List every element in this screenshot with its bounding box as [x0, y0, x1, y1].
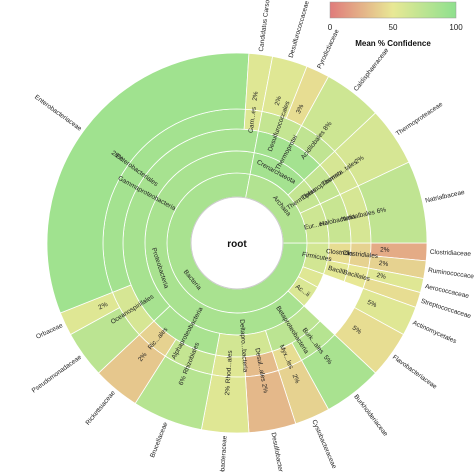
segment-value-label: 8%	[322, 120, 333, 132]
family-label: Pseudomonadaceae	[31, 354, 84, 395]
family-label: Enterobacteriaceae	[33, 94, 83, 133]
family-label: Rickettsiaceae	[84, 389, 117, 426]
color-legend-tick: 50	[389, 23, 398, 32]
family-label: Desulfurococcaceae	[288, 0, 311, 59]
ring4-segment[interactable]	[46, 52, 250, 314]
sunburst-rings	[46, 52, 428, 434]
segment-value-label: 2%	[376, 272, 387, 281]
segment-value-label: 2%	[137, 351, 149, 363]
root-circle[interactable]	[190, 196, 284, 290]
family-label: Pyrodictiaceae	[316, 28, 341, 70]
ring4-segment[interactable]	[357, 161, 428, 244]
segment-value-label: 2%	[354, 154, 366, 165]
family-label: Caldisphaeraceae	[353, 47, 391, 93]
segment-value-label: 5%	[351, 325, 363, 336]
segment-value-label: 3%	[295, 103, 305, 115]
family-label: Aerococcaceae	[424, 283, 470, 300]
segment-value-label: 2%	[378, 260, 389, 268]
segment-value-label: 6%	[178, 375, 188, 387]
ring3-label: Rhod...ales	[225, 349, 234, 383]
family-label: Thermoproteaceae	[395, 101, 445, 138]
family-label: Ruminococcaceae	[428, 267, 474, 282]
root-label: root	[227, 239, 247, 250]
family-label: Actinomycetales	[411, 319, 458, 345]
color-legend: 0 50 100 Mean % Confidence	[328, 1, 463, 48]
segment-value-label: 2%	[274, 95, 283, 106]
segment-value-label: 2%	[97, 301, 109, 311]
segment-value-label: 2%	[260, 383, 269, 394]
color-legend-title: Mean % Confidence	[355, 39, 431, 48]
ring2-label: Deltapro...bacteria	[238, 319, 248, 373]
family-label: Rhodobacteraceae	[218, 435, 228, 472]
family-label: Burkholderiaceae	[352, 393, 389, 438]
segment-value-label: 2%	[252, 91, 260, 101]
segment-value-label: 5%	[322, 354, 333, 366]
ring3-label: Clostridiales	[342, 250, 379, 260]
color-legend-bar	[329, 1, 457, 19]
family-label: Desulfobacteraceae	[270, 432, 288, 472]
ring3-label: Gam...es	[248, 106, 258, 134]
family-label: Flavobacteriaceae	[391, 354, 438, 391]
segment-value-label: 2%	[224, 386, 232, 396]
segment-value-label: 2%	[380, 246, 390, 253]
family-label: Clostridiaceae	[430, 249, 472, 258]
ring2-label: Clostridia	[326, 248, 354, 258]
family-label: Candidatus Carsonella	[258, 0, 273, 52]
ring2-label: Bacilli	[327, 265, 345, 276]
family-label: Cystobacteraceae	[310, 419, 337, 470]
family-label: Orbaceae	[35, 322, 64, 341]
family-label: Streptococcaceae	[420, 298, 472, 320]
family-label: Natrialbaceae	[425, 189, 466, 205]
segment-value-label: 2%	[290, 373, 300, 385]
color-legend-tick: 100	[449, 23, 463, 32]
segment-value-label: 5%	[366, 299, 378, 309]
color-legend-tick: 0	[328, 23, 333, 32]
family-label: Brucellaceae	[149, 421, 169, 459]
segment-value-label: 6%	[376, 206, 387, 215]
